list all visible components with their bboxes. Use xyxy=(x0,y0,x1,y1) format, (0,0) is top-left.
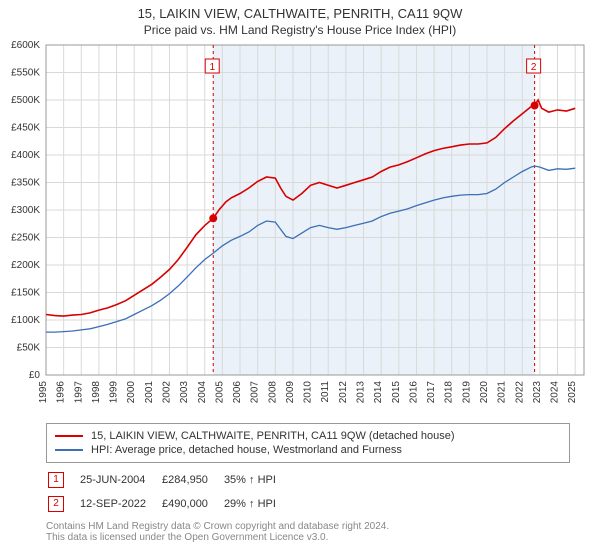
svg-text:£100K: £100K xyxy=(11,315,40,326)
sale-row: 1 25-JUN-2004£284,95035% ↑ HPI xyxy=(48,469,290,491)
svg-text:2012: 2012 xyxy=(338,381,349,404)
footer-line-2: This data is licensed under the Open Gov… xyxy=(46,532,570,543)
svg-text:2000: 2000 xyxy=(126,381,137,404)
sale-price: £284,950 xyxy=(162,469,222,491)
svg-text:£0: £0 xyxy=(29,370,41,381)
svg-text:2002: 2002 xyxy=(161,381,172,404)
svg-text:1995: 1995 xyxy=(38,381,49,404)
svg-text:2011: 2011 xyxy=(320,381,331,403)
sale-delta: 29% ↑ HPI xyxy=(224,493,290,515)
svg-text:2015: 2015 xyxy=(391,381,402,404)
legend-swatch xyxy=(55,435,83,437)
legend-swatch xyxy=(55,449,83,451)
svg-text:2004: 2004 xyxy=(197,381,208,404)
svg-text:2023: 2023 xyxy=(532,381,543,404)
price-chart: £0 £50K £100K £150K £200K £250K £300K £350K £400… xyxy=(0,37,600,417)
legend-label: HPI: Average price, detached house, West… xyxy=(91,444,402,456)
svg-text:2016: 2016 xyxy=(408,381,419,404)
svg-text:£400K: £400K xyxy=(11,150,40,161)
footer-line-1: Contains HM Land Registry data © Crown c… xyxy=(46,521,570,532)
svg-text:£550K: £550K xyxy=(11,68,40,79)
svg-text:£600K: £600K xyxy=(11,40,40,51)
svg-text:£350K: £350K xyxy=(11,178,40,189)
legend-label: 15, LAIKIN VIEW, CALTHWAITE, PENRITH, CA… xyxy=(91,430,455,442)
svg-text:£150K: £150K xyxy=(11,288,40,299)
sale-marker-badge: 1 xyxy=(48,472,64,488)
svg-text:2007: 2007 xyxy=(250,381,261,404)
svg-text:2008: 2008 xyxy=(267,381,278,404)
svg-text:2: 2 xyxy=(531,62,537,73)
svg-text:£250K: £250K xyxy=(11,233,40,244)
svg-text:1998: 1998 xyxy=(91,381,102,404)
svg-text:2014: 2014 xyxy=(373,381,384,404)
sale-date: 12-SEP-2022 xyxy=(80,493,160,515)
sale-price: £490,000 xyxy=(162,493,222,515)
svg-text:2005: 2005 xyxy=(214,381,225,404)
svg-text:1999: 1999 xyxy=(109,381,120,404)
svg-text:2001: 2001 xyxy=(144,381,155,404)
svg-text:£200K: £200K xyxy=(11,260,40,271)
svg-text:2021: 2021 xyxy=(497,381,508,404)
legend-row: HPI: Average price, detached house, West… xyxy=(55,444,561,456)
svg-text:2025: 2025 xyxy=(567,381,578,404)
svg-text:£450K: £450K xyxy=(11,123,40,134)
sales-table: 1 25-JUN-2004£284,95035% ↑ HPI 2 12-SEP-202… xyxy=(46,467,292,517)
sale-row: 2 12-SEP-2022£490,00029% ↑ HPI xyxy=(48,493,290,515)
svg-text:2024: 2024 xyxy=(550,381,561,404)
svg-text:1: 1 xyxy=(209,62,215,73)
svg-text:2010: 2010 xyxy=(303,381,314,404)
svg-text:2019: 2019 xyxy=(461,381,472,404)
svg-text:2006: 2006 xyxy=(232,381,243,404)
svg-text:1997: 1997 xyxy=(73,381,84,404)
footer-attribution: Contains HM Land Registry data © Crown c… xyxy=(46,521,570,543)
chart-title-address: 15, LAIKIN VIEW, CALTHWAITE, PENRITH, CA… xyxy=(0,6,600,21)
chart-svg: £0 £50K £100K £150K £200K £250K £300K £350K £400… xyxy=(0,37,600,417)
sale-marker-badge: 2 xyxy=(48,496,64,512)
svg-text:1996: 1996 xyxy=(56,381,67,404)
sale-date: 25-JUN-2004 xyxy=(80,469,160,491)
svg-text:£500K: £500K xyxy=(11,95,40,106)
svg-text:2003: 2003 xyxy=(179,381,190,404)
svg-text:2022: 2022 xyxy=(514,381,525,404)
legend: 15, LAIKIN VIEW, CALTHWAITE, PENRITH, CA… xyxy=(46,423,570,463)
svg-text:£300K: £300K xyxy=(11,205,40,216)
svg-text:2009: 2009 xyxy=(285,381,296,404)
svg-text:£50K: £50K xyxy=(17,343,41,354)
sale-delta: 35% ↑ HPI xyxy=(224,469,290,491)
svg-text:2017: 2017 xyxy=(426,381,437,404)
svg-text:2013: 2013 xyxy=(356,381,367,404)
svg-text:2020: 2020 xyxy=(479,381,490,404)
svg-text:2018: 2018 xyxy=(444,381,455,404)
legend-row: 15, LAIKIN VIEW, CALTHWAITE, PENRITH, CA… xyxy=(55,430,561,442)
chart-subtitle: Price paid vs. HM Land Registry's House … xyxy=(0,23,600,37)
